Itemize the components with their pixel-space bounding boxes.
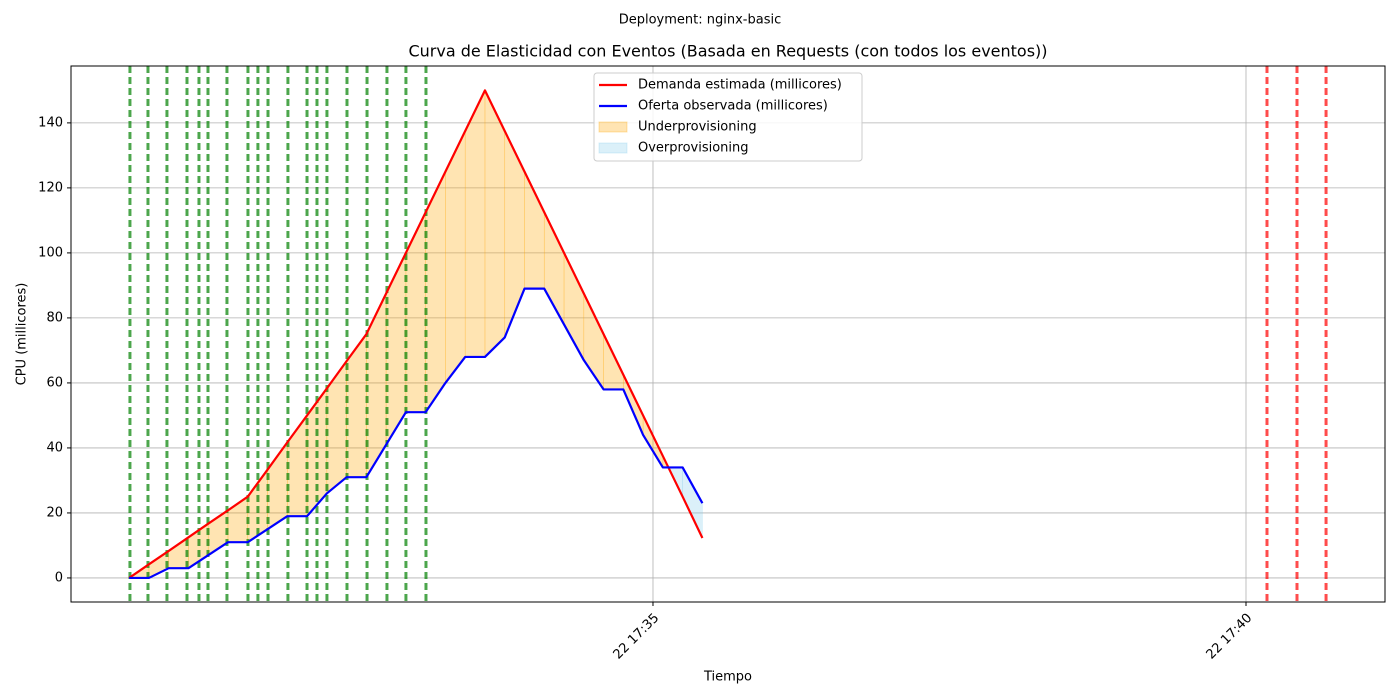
plot-frame: [70, 65, 1386, 603]
x-axis-label: Tiempo: [703, 670, 752, 685]
underprovisioning-area: [484, 90, 506, 358]
x-tick-label: 22 17:40: [1204, 611, 1256, 663]
legend-label: Oferta observada (millicores): [638, 99, 828, 114]
chart-title: Curva de Elasticidad con Eventos (Basada…: [408, 42, 1047, 61]
y-tick-label: 140: [38, 115, 63, 130]
suptitle: Deployment: nginx-basic: [619, 13, 782, 28]
x-tick-label: 22 17:35: [611, 611, 663, 663]
y-tick-label: 60: [46, 375, 63, 390]
underprovisioning-area: [464, 90, 486, 358]
plot-area: 0 20 40 60 80 100 120 140 22 17:35 22 17:40 Demand…: [38, 65, 1386, 663]
legend-label: Overprovisioning: [638, 141, 749, 156]
legend-swatch: [598, 142, 628, 154]
y-axis-label: CPU (millicores): [15, 283, 30, 386]
legend: Demanda estimada (millicores) Oferta obse…: [593, 72, 863, 162]
underprovisioning-area: [445, 130, 466, 384]
series-line: [129, 287, 704, 580]
underprovisioning-area: [524, 171, 545, 289]
underprovisioning-area: [326, 360, 347, 495]
y-tick-label: 0: [55, 570, 63, 585]
underprovisioning-area: [168, 536, 189, 569]
y-tick-label: 80: [46, 310, 63, 325]
legend-label: Demanda estimada (millicores): [638, 78, 842, 93]
legend-label: Underprovisioning: [638, 120, 757, 135]
y-tick-label: 120: [38, 180, 63, 195]
series-line: [128, 89, 704, 579]
underprovisioning-area: [405, 212, 426, 413]
y-tick-label: 40: [46, 440, 63, 455]
y-tick-label: 100: [38, 245, 63, 260]
y-tick-label: 20: [46, 505, 63, 520]
underprovisioning-area: [504, 130, 525, 338]
legend-swatch: [598, 121, 628, 133]
legend-box: [593, 72, 863, 162]
